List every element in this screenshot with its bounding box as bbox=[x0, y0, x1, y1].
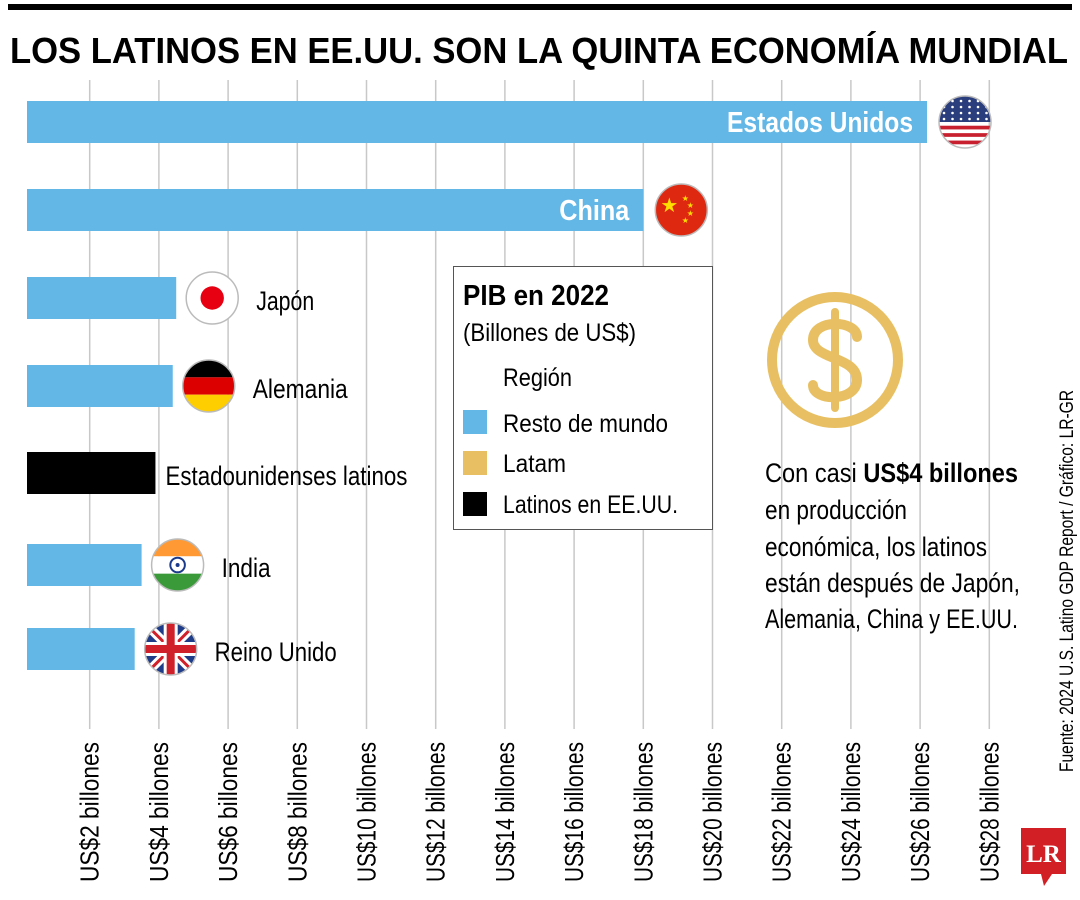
bar bbox=[27, 452, 156, 494]
us-flag-icon bbox=[938, 95, 992, 149]
x-tick-label: US$16 billones bbox=[559, 742, 589, 882]
svg-text:★: ★ bbox=[687, 201, 694, 210]
legend: PIB en 2022 (Billones de US$) Región Res… bbox=[453, 266, 713, 530]
legend-swatch-resto bbox=[463, 410, 487, 434]
bar bbox=[27, 101, 928, 143]
legend-swatch-latinos bbox=[463, 492, 487, 516]
flags: ★ ★★★★ bbox=[143, 95, 992, 676]
bar-label: Japón bbox=[256, 286, 314, 316]
bars bbox=[27, 101, 928, 670]
bar-label: Estadounidenses latinos bbox=[165, 461, 407, 491]
annotation-bold: US$4 billones bbox=[863, 458, 1018, 488]
legend-title: PIB en 2022 bbox=[463, 280, 609, 312]
bar-label: India bbox=[222, 553, 272, 583]
x-tick-label: US$12 billones bbox=[421, 742, 451, 882]
bar-label: Estados Unidos bbox=[727, 107, 913, 139]
annotation: Con casi US$4 billones en producción eco… bbox=[765, 458, 1020, 634]
x-tick-label: US$24 billones bbox=[836, 742, 866, 882]
svg-text:★: ★ bbox=[687, 209, 694, 218]
bar bbox=[27, 365, 173, 407]
bar bbox=[27, 277, 177, 319]
svg-text:★: ★ bbox=[682, 216, 689, 225]
svg-text:★: ★ bbox=[682, 194, 689, 203]
logo-text: LR bbox=[1026, 841, 1062, 868]
x-tick-label: US$20 billones bbox=[698, 742, 728, 882]
x-tick-label: US$10 billones bbox=[352, 742, 382, 882]
x-tick-labels: US$2 billones US$4 billones US$6 billones U… bbox=[75, 742, 1005, 882]
annotation-line-1: Con casi US$4 billones bbox=[765, 458, 1018, 488]
annotation-line-2: en producción bbox=[765, 495, 907, 525]
bar bbox=[27, 544, 142, 586]
x-tick-label: US$6 billones bbox=[213, 742, 243, 882]
x-tick-label: US$22 billones bbox=[767, 742, 797, 882]
bar bbox=[27, 628, 135, 670]
lr-logo: LR bbox=[1021, 828, 1066, 886]
x-tick-label: US$4 billones bbox=[144, 742, 174, 882]
x-tick-label: US$18 billones bbox=[628, 742, 658, 882]
legend-subtitle: (Billones de US$) bbox=[463, 319, 636, 347]
dollar-coin-icon bbox=[767, 292, 903, 428]
x-tick-label: US$26 billones bbox=[905, 742, 935, 882]
bar-label: Reino Unido bbox=[215, 637, 337, 667]
chart-title: LOS LATINOS EN EE.UU. SON LA QUINTA ECON… bbox=[10, 30, 1068, 71]
annotation-line-5: Alemania, China y EE.UU. bbox=[765, 604, 1018, 634]
legend-label-latam: Latam bbox=[503, 450, 566, 478]
china-flag-icon: ★ ★★★★ bbox=[654, 183, 709, 237]
legend-box bbox=[453, 266, 713, 530]
annotation-line-4: están después de Japón, bbox=[765, 568, 1020, 598]
bar-label: Alemania bbox=[253, 374, 349, 404]
gridlines bbox=[88, 80, 991, 729]
legend-label-resto: Resto de mundo bbox=[503, 410, 668, 438]
legend-swatch-latam bbox=[463, 451, 487, 475]
bar bbox=[27, 189, 644, 231]
annotation-lead: Con casi bbox=[765, 458, 863, 488]
bar-labels: Estados Unidos China Japón Alemania Estadoun… bbox=[165, 107, 913, 667]
x-tick-label: US$28 billones bbox=[974, 742, 1004, 882]
top-rule bbox=[8, 4, 1072, 10]
svg-text:★: ★ bbox=[660, 195, 678, 217]
annotation-line-3: económica, los latinos bbox=[765, 532, 987, 562]
legend-header: Región bbox=[503, 364, 572, 392]
legend-label-latinos: Latinos en EE.UU. bbox=[503, 491, 678, 519]
germany-flag-icon bbox=[181, 359, 236, 413]
x-tick-label: US$2 billones bbox=[75, 742, 105, 882]
india-flag-icon bbox=[150, 538, 205, 592]
uk-flag-icon bbox=[143, 622, 198, 676]
x-tick-label: US$8 billones bbox=[282, 742, 312, 882]
x-tick-label: US$14 billones bbox=[490, 742, 520, 882]
source-note: Fuente: 2024 U.S. Latino GDP Report / Gr… bbox=[1057, 390, 1078, 772]
bar-label: China bbox=[559, 195, 630, 227]
japan-flag-icon bbox=[185, 271, 239, 325]
